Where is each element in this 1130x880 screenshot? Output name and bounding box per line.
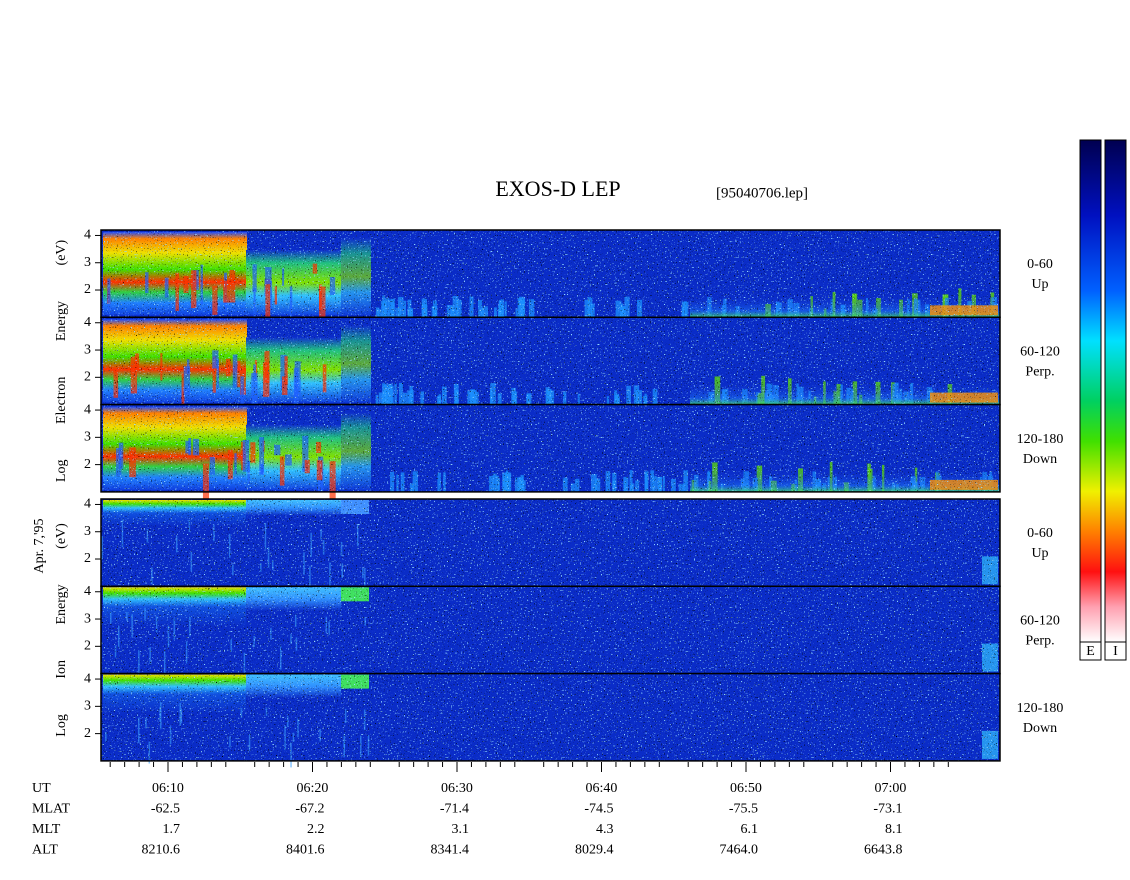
ephemeris-value: 8029.4 <box>575 843 614 858</box>
ephemeris-value: -75.5 <box>729 802 758 817</box>
y-tick-label: 2 <box>84 639 91 654</box>
chart-title: EXOS-D LEP <box>495 176 620 201</box>
y-tick-label: 2 <box>84 726 91 741</box>
ephemeris-value: 8401.6 <box>286 843 325 858</box>
panel-frame <box>100 672 1001 762</box>
y-axis-label: Log Electron Energy (eV) <box>54 239 69 482</box>
panel-range: 120-180 <box>1017 701 1064 716</box>
spectrogram-noise <box>101 230 1000 318</box>
ephemeris-value: 4.3 <box>596 822 614 837</box>
y-tick-label: 4 <box>84 228 91 243</box>
ephemeris-value: 1.7 <box>163 822 181 837</box>
ephemeris-value: 07:00 <box>875 781 907 796</box>
panel-direction: Up <box>1031 277 1048 292</box>
ephemeris-value: -74.5 <box>584 802 613 817</box>
ephemeris-label: MLT <box>32 822 61 837</box>
ephemeris-value: 2.2 <box>307 822 325 837</box>
ephemeris-value: -67.2 <box>295 802 324 817</box>
ephemeris-value: 6643.8 <box>864 843 903 858</box>
date-label: Apr. 7,'95 <box>32 518 47 573</box>
panel-direction: Perp. <box>1025 634 1054 649</box>
y-tick-label: 2 <box>84 457 91 472</box>
y-tick-label: 4 <box>84 671 91 686</box>
y-axis-label: Log Ion Energy (eV) <box>54 523 69 737</box>
panel-range: 0-60 <box>1027 526 1053 541</box>
y-tick-label: 2 <box>84 282 91 297</box>
colorbar <box>1104 139 1127 643</box>
panel-direction: Down <box>1023 452 1057 467</box>
spectrogram-texture <box>101 317 1000 417</box>
y-tick-label: 2 <box>84 370 91 385</box>
panel-range: 120-180 <box>1017 432 1064 447</box>
y-tick-label: 3 <box>84 342 91 357</box>
chart-subtitle: [95040706.lep] <box>716 185 808 201</box>
panel-range: 60-120 <box>1020 614 1060 629</box>
panel-direction: Perp. <box>1025 365 1054 380</box>
spectrogram-noise <box>101 586 1000 674</box>
spectrogram-texture <box>101 586 1000 678</box>
y-tick-label: 3 <box>84 524 91 539</box>
y-tick-label: 3 <box>84 430 91 445</box>
ephemeris-label: UT <box>32 781 51 796</box>
ephemeris-value: 06:40 <box>586 781 618 796</box>
spectrogram-texture <box>101 230 1000 325</box>
y-tick-label: 4 <box>84 315 91 330</box>
panel-direction: Up <box>1031 546 1048 561</box>
ephemeris-value: 8341.4 <box>431 843 470 858</box>
y-tick-label: 4 <box>84 584 91 599</box>
ephemeris-value: 06:50 <box>730 781 762 796</box>
y-tick-label: 3 <box>84 699 91 714</box>
spectrogram-texture <box>101 673 1000 768</box>
spectrogram-texture <box>101 404 1000 503</box>
ephemeris-value: 6.1 <box>741 822 759 837</box>
ephemeris-value: 06:20 <box>297 781 329 796</box>
colorbar-label-box <box>1104 641 1127 661</box>
ephemeris-value: 06:10 <box>152 781 184 796</box>
ephemeris-value: 7464.0 <box>720 843 759 858</box>
ephemeris-label: ALT <box>32 843 58 858</box>
ephemeris-value: 8.1 <box>885 822 903 837</box>
y-tick-label: 4 <box>84 402 91 417</box>
ephemeris-value: 8210.6 <box>142 843 181 858</box>
colorbar <box>1079 139 1102 643</box>
ephemeris-value: -73.1 <box>873 802 902 817</box>
spectrogram-texture <box>101 499 1000 593</box>
spectrogram-noise <box>101 673 1000 761</box>
colorbar-label: I <box>1113 644 1118 659</box>
ephemeris-value: -71.4 <box>440 802 469 817</box>
panel-frame <box>100 403 1001 493</box>
spectrogram-noise <box>101 404 1000 492</box>
ephemeris-value: -62.5 <box>151 802 180 817</box>
spectrogram-noise <box>101 499 1000 587</box>
ephemeris-value: 3.1 <box>452 822 470 837</box>
panel-direction: Down <box>1023 721 1057 736</box>
colorbar-label: E <box>1086 644 1095 659</box>
ephemeris-value: 06:30 <box>441 781 473 796</box>
panel-range: 0-60 <box>1027 257 1053 272</box>
panel-range: 60-120 <box>1020 345 1060 360</box>
y-tick-label: 2 <box>84 551 91 566</box>
colorbar-label-box <box>1079 641 1102 661</box>
y-tick-label: 4 <box>84 497 91 512</box>
y-tick-label: 3 <box>84 255 91 270</box>
ephemeris-label: MLAT <box>32 802 71 817</box>
spectrogram-noise <box>101 317 1000 405</box>
y-tick-label: 3 <box>84 611 91 626</box>
